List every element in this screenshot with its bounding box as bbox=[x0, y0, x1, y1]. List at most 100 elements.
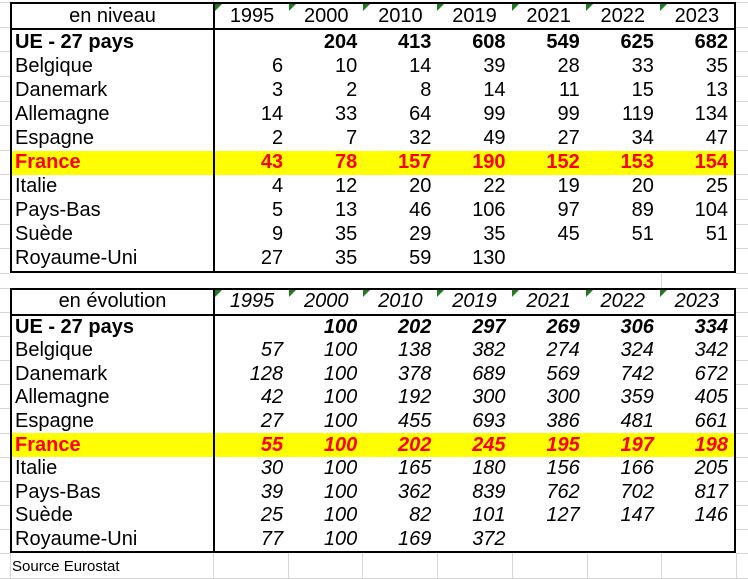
value-cell[interactable]: 300 bbox=[472, 386, 506, 409]
table-title[interactable]: en niveau bbox=[12, 4, 215, 29]
year-header-2019[interactable]: 2019 bbox=[437, 4, 511, 28]
value-cell[interactable]: 386 bbox=[546, 410, 580, 432]
value-cell[interactable] bbox=[512, 527, 586, 551]
year-header-2010[interactable]: 2010 bbox=[363, 4, 437, 28]
value-cell[interactable]: 100 bbox=[323, 433, 358, 456]
value-cell[interactable]: 334 bbox=[694, 315, 728, 338]
row-label[interactable]: France bbox=[12, 150, 215, 175]
value-cell[interactable]: 35 bbox=[705, 54, 728, 77]
value-cell[interactable]: 165 bbox=[398, 457, 432, 480]
value-cell[interactable]: 99 bbox=[557, 102, 580, 125]
value-cell[interactable]: 378 bbox=[398, 362, 432, 385]
year-header-2023[interactable]: 2023 bbox=[659, 290, 734, 314]
value-cell[interactable]: 274 bbox=[546, 339, 580, 362]
value-cell[interactable]: 29 bbox=[409, 223, 432, 246]
value-cell[interactable]: 28 bbox=[557, 54, 580, 77]
value-cell[interactable]: 146 bbox=[694, 504, 728, 527]
value-cell[interactable] bbox=[660, 247, 734, 271]
value-cell[interactable]: 13 bbox=[705, 78, 728, 101]
value-cell[interactable]: 324 bbox=[620, 339, 654, 362]
year-header-2022[interactable]: 2022 bbox=[585, 4, 660, 28]
value-cell[interactable]: 549 bbox=[546, 30, 580, 53]
value-cell[interactable]: 51 bbox=[705, 223, 728, 246]
value-cell[interactable]: 2 bbox=[346, 78, 358, 101]
year-header-2021[interactable]: 2021 bbox=[511, 290, 586, 314]
value-cell[interactable]: 2 bbox=[272, 127, 284, 150]
value-cell[interactable]: 202 bbox=[398, 315, 432, 338]
value-cell[interactable]: 625 bbox=[620, 30, 654, 53]
value-cell[interactable]: 25 bbox=[260, 504, 284, 527]
value-cell[interactable]: 100 bbox=[323, 315, 358, 338]
value-cell[interactable]: 455 bbox=[398, 410, 432, 432]
table-title[interactable]: en évolution bbox=[12, 290, 215, 314]
value-cell[interactable]: 8 bbox=[420, 78, 432, 101]
value-cell[interactable]: 169 bbox=[398, 527, 432, 550]
value-cell[interactable]: 15 bbox=[631, 78, 654, 101]
year-header-2000[interactable]: 2000 bbox=[289, 4, 363, 28]
value-cell[interactable]: 97 bbox=[557, 199, 580, 222]
value-cell[interactable]: 30 bbox=[260, 457, 284, 480]
value-cell[interactable]: 46 bbox=[409, 199, 432, 222]
value-cell[interactable]: 25 bbox=[705, 175, 728, 198]
value-cell[interactable] bbox=[215, 30, 289, 54]
value-cell[interactable]: 128 bbox=[249, 362, 284, 385]
value-cell[interactable]: 45 bbox=[557, 223, 580, 246]
value-cell[interactable]: 689 bbox=[472, 362, 506, 385]
value-cell[interactable]: 100 bbox=[323, 362, 358, 385]
value-cell[interactable]: 89 bbox=[631, 199, 654, 222]
row-label[interactable]: Danemark bbox=[12, 78, 215, 103]
value-cell[interactable]: 762 bbox=[546, 480, 580, 503]
value-cell[interactable]: 51 bbox=[631, 223, 654, 246]
value-cell[interactable]: 20 bbox=[409, 175, 432, 198]
value-cell[interactable]: 742 bbox=[620, 362, 654, 385]
value-cell[interactable]: 359 bbox=[620, 386, 654, 409]
value-cell[interactable]: 39 bbox=[260, 480, 284, 503]
value-cell[interactable]: 306 bbox=[620, 315, 654, 338]
value-cell[interactable]: 100 bbox=[323, 527, 358, 550]
value-cell[interactable]: 269 bbox=[546, 315, 580, 338]
value-cell[interactable]: 152 bbox=[546, 151, 580, 174]
value-cell[interactable]: 154 bbox=[694, 151, 728, 174]
value-cell[interactable]: 14 bbox=[409, 54, 432, 77]
row-label[interactable]: Espagne bbox=[12, 409, 215, 434]
value-cell[interactable]: 138 bbox=[398, 339, 432, 362]
value-cell[interactable]: 100 bbox=[323, 386, 358, 409]
value-cell[interactable]: 205 bbox=[694, 457, 728, 480]
value-cell[interactable]: 362 bbox=[398, 480, 432, 503]
row-label[interactable]: France bbox=[12, 433, 215, 457]
value-cell[interactable] bbox=[660, 527, 734, 551]
value-cell[interactable]: 100 bbox=[323, 410, 358, 432]
value-cell[interactable]: 342 bbox=[694, 339, 728, 362]
value-cell[interactable]: 19 bbox=[557, 175, 580, 198]
value-cell[interactable]: 100 bbox=[323, 457, 358, 480]
value-cell[interactable]: 42 bbox=[260, 386, 284, 409]
value-cell[interactable]: 11 bbox=[558, 78, 580, 101]
value-cell[interactable]: 34 bbox=[631, 127, 654, 150]
value-cell[interactable]: 100 bbox=[323, 480, 358, 503]
value-cell[interactable]: 22 bbox=[483, 175, 506, 198]
value-cell[interactable]: 101 bbox=[472, 504, 506, 527]
value-cell[interactable]: 33 bbox=[335, 102, 358, 125]
value-cell[interactable]: 204 bbox=[323, 30, 358, 53]
value-cell[interactable]: 119 bbox=[621, 102, 654, 125]
value-cell[interactable]: 14 bbox=[260, 102, 284, 125]
value-cell[interactable]: 661 bbox=[694, 410, 728, 432]
value-cell[interactable]: 43 bbox=[260, 151, 284, 174]
value-cell[interactable]: 3 bbox=[272, 78, 284, 101]
row-label[interactable]: Belgique bbox=[12, 339, 215, 363]
value-cell[interactable]: 192 bbox=[398, 386, 432, 409]
row-label[interactable]: Pays-Bas bbox=[12, 480, 215, 504]
value-cell[interactable]: 100 bbox=[323, 504, 358, 527]
value-cell[interactable]: 4 bbox=[272, 175, 284, 198]
row-label[interactable]: Allemagne bbox=[12, 386, 215, 410]
value-cell[interactable]: 9 bbox=[272, 223, 284, 246]
value-cell[interactable]: 35 bbox=[335, 247, 358, 270]
value-cell[interactable]: 35 bbox=[483, 223, 506, 246]
value-cell[interactable]: 10 bbox=[335, 54, 358, 77]
row-label[interactable]: Italie bbox=[12, 456, 215, 481]
value-cell[interactable]: 166 bbox=[620, 457, 654, 480]
value-cell[interactable]: 20 bbox=[631, 175, 654, 198]
value-cell[interactable]: 693 bbox=[472, 410, 506, 432]
value-cell[interactable]: 156 bbox=[546, 457, 580, 480]
value-cell[interactable] bbox=[215, 316, 289, 340]
